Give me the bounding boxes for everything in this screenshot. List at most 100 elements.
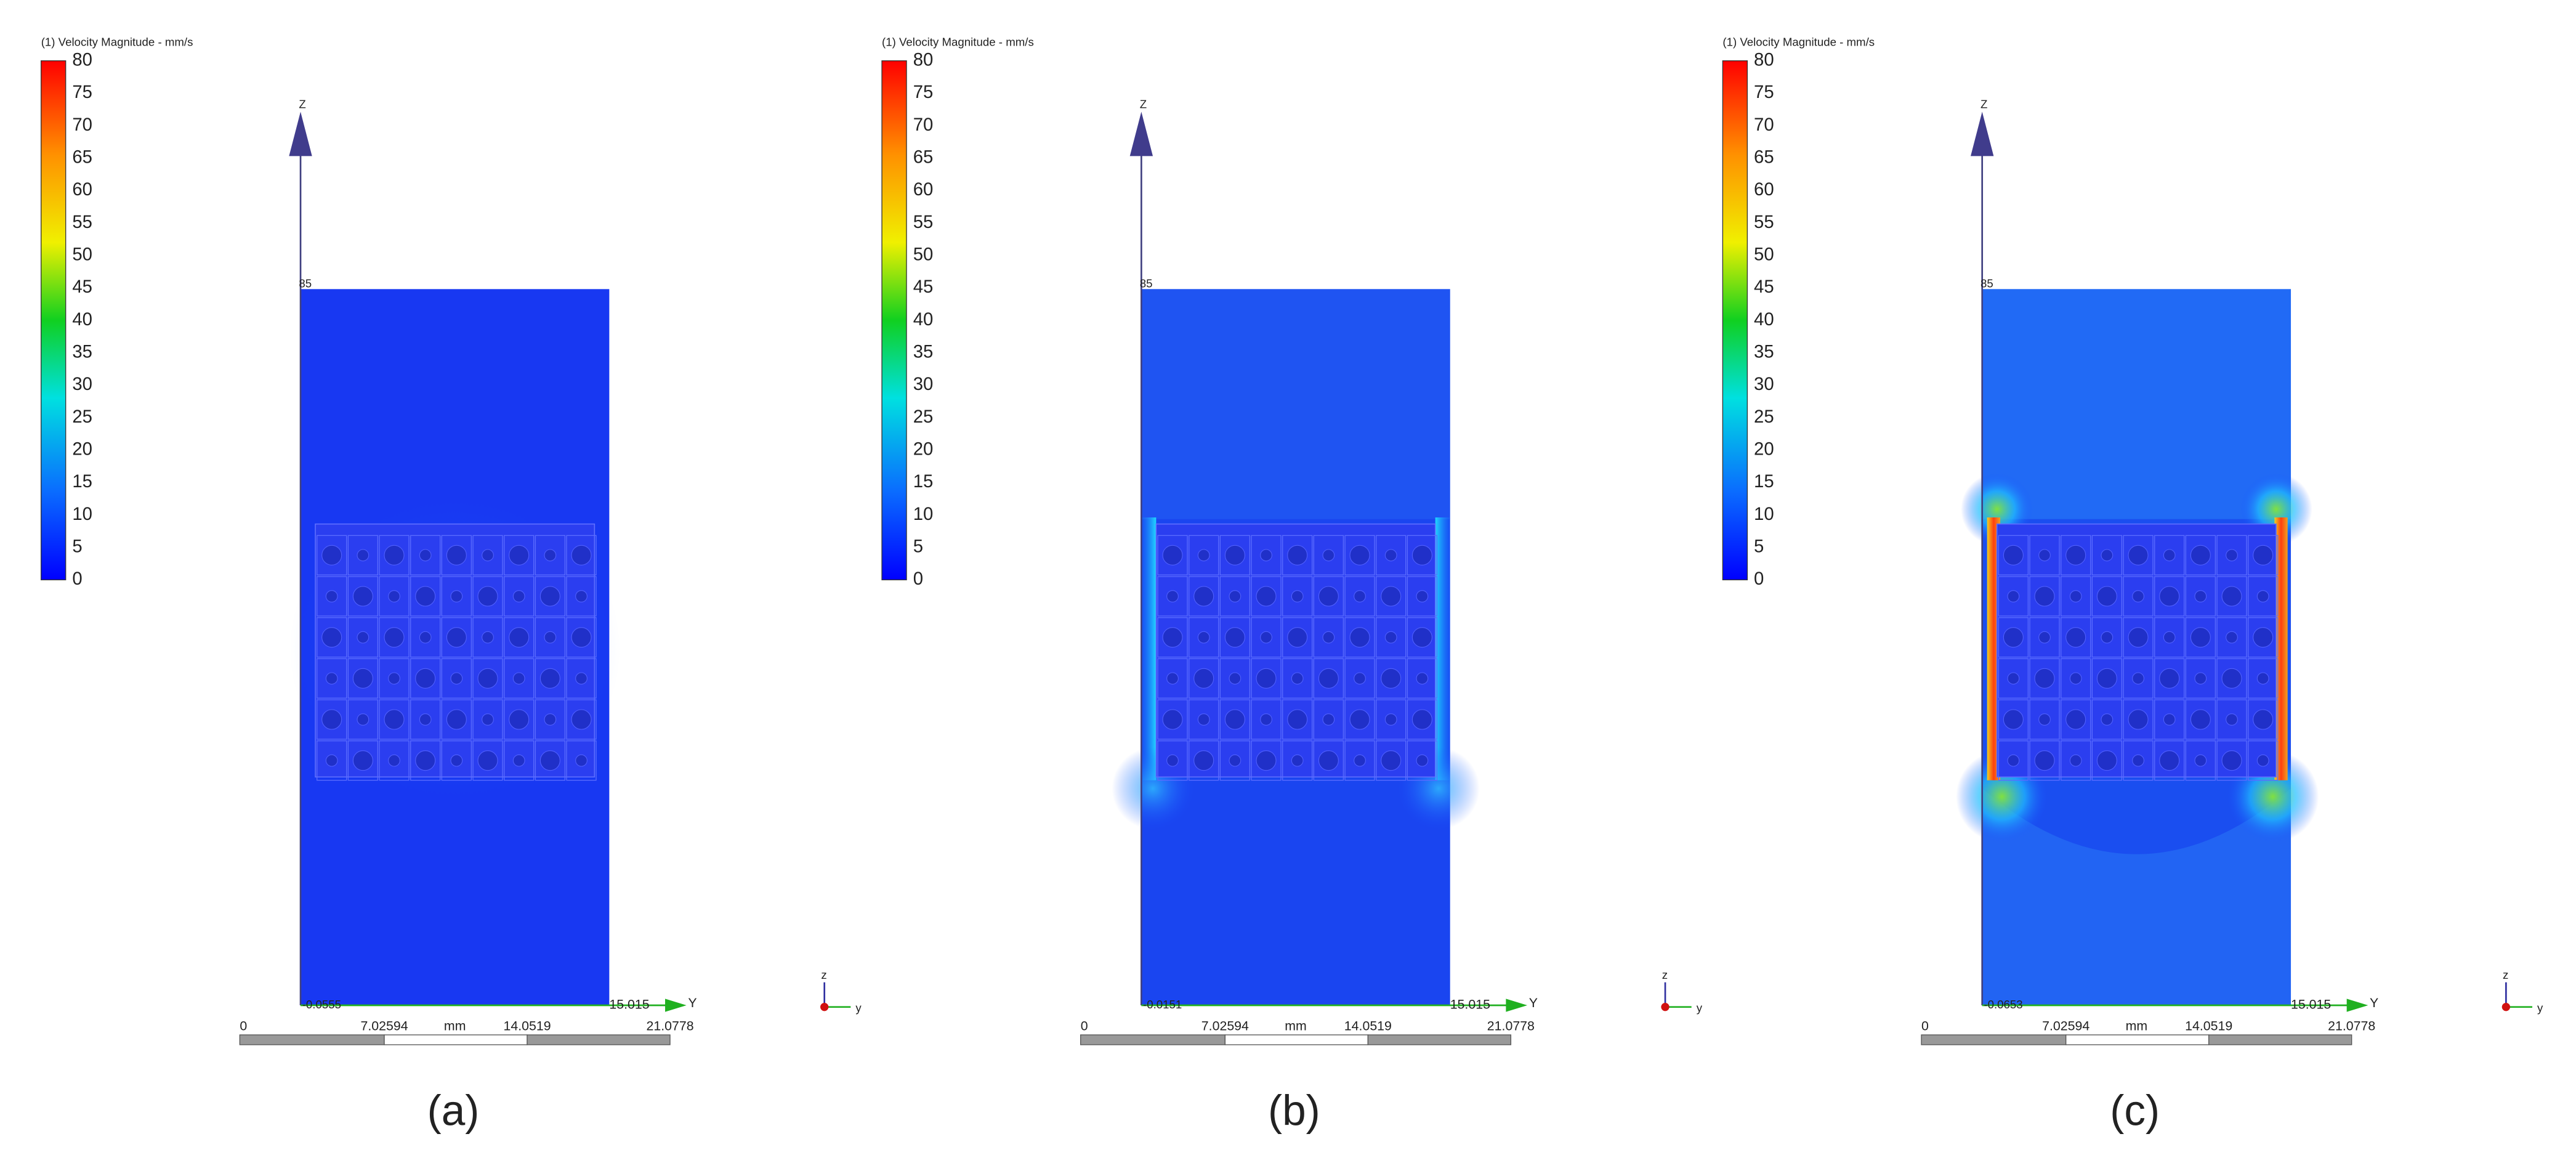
hole [1166, 672, 1179, 685]
triad-z-label: z [1662, 968, 1668, 981]
cell [2123, 658, 2154, 699]
hole [321, 709, 342, 730]
hole [1162, 709, 1183, 730]
hole [1166, 754, 1179, 767]
cell [2029, 617, 2060, 658]
cell [2061, 658, 2091, 699]
hole [1229, 672, 1242, 685]
cell [317, 658, 347, 699]
cell [410, 576, 441, 617]
cell [566, 699, 597, 740]
y-min-label: -0.0151 [1143, 998, 1182, 1011]
cell [441, 699, 472, 740]
edge-right [1435, 517, 1450, 780]
legend-tick-label: 80 [72, 49, 92, 70]
hole [1224, 545, 1245, 565]
hole [2221, 586, 2242, 607]
cell [1344, 699, 1375, 740]
cell [441, 576, 472, 617]
hole [539, 586, 560, 607]
cell [347, 699, 379, 740]
hole [2221, 750, 2242, 771]
cell [566, 740, 597, 781]
cell [1313, 699, 1344, 740]
colorbar [881, 60, 907, 580]
z-max-label: 85 [299, 277, 312, 290]
legend-tick-label: 65 [1754, 147, 1774, 167]
scale-label: 0 [240, 1018, 247, 1033]
cell [2185, 535, 2216, 575]
cell [1407, 535, 1438, 575]
hole [415, 750, 436, 771]
cell [1282, 740, 1313, 781]
cell [504, 576, 535, 617]
hole [2101, 713, 2114, 726]
legend-tick-label: 60 [1754, 179, 1774, 200]
legend-tick-label: 80 [913, 49, 934, 70]
hole [2159, 586, 2180, 607]
top-region [1982, 289, 2291, 519]
hole [2132, 590, 2144, 602]
hole [1384, 713, 1397, 726]
legend-tick-label: 35 [72, 341, 92, 362]
legend-tick-label: 30 [72, 374, 92, 394]
hole [2163, 549, 2176, 562]
cell [2248, 535, 2279, 575]
cell [535, 740, 566, 781]
cell [504, 699, 535, 740]
cell [2029, 699, 2060, 740]
cell [2216, 740, 2247, 781]
scale-label: 21.0778 [2328, 1018, 2375, 1033]
hole [2069, 672, 2082, 685]
hole [1354, 672, 1366, 685]
hole [1411, 627, 1432, 648]
z-max-label: 85 [1980, 277, 1993, 290]
y-axis-label: Y [1529, 995, 1538, 1010]
hole [2194, 754, 2207, 767]
hole [1354, 590, 1366, 602]
hole [509, 545, 530, 565]
hole [384, 627, 405, 648]
hole [1260, 549, 1272, 562]
hole [2034, 750, 2055, 771]
cell [1189, 740, 1219, 781]
hole [357, 549, 369, 562]
hole [1193, 586, 1214, 607]
hole [1416, 590, 1429, 602]
cell [2123, 535, 2154, 575]
cell [2154, 740, 2185, 781]
hole [352, 750, 373, 771]
scale-seg [2065, 1034, 2210, 1045]
hole [477, 668, 498, 689]
cell [2216, 576, 2247, 617]
hole [2065, 627, 2086, 648]
legend-tick-label: 65 [72, 147, 92, 167]
legend-tick-label: 75 [1754, 82, 1774, 102]
cell [472, 699, 503, 740]
legend-tick-label: 40 [1754, 309, 1774, 330]
caption: (c) [2110, 1086, 2160, 1134]
scale-unit: mm [444, 1018, 466, 1033]
legend-tick-label: 5 [1754, 536, 1764, 556]
hole [388, 754, 400, 767]
cell [379, 576, 410, 617]
cell [441, 740, 472, 781]
triad-z-label: z [821, 968, 826, 981]
cell [566, 535, 597, 575]
wake [1982, 788, 2291, 1005]
cell [2248, 617, 2279, 658]
scale-label: 14.0519 [1344, 1018, 1392, 1033]
cell [317, 576, 347, 617]
cell [535, 617, 566, 658]
block [1155, 523, 1436, 778]
z-axis-label: Z [1980, 98, 1987, 111]
cell [2091, 617, 2123, 658]
cell [2091, 576, 2123, 617]
caption: (a) [427, 1086, 480, 1134]
cell [2248, 576, 2279, 617]
cell [2185, 576, 2216, 617]
cell [2029, 658, 2060, 699]
hole [1287, 545, 1308, 565]
hole [1291, 754, 1304, 767]
